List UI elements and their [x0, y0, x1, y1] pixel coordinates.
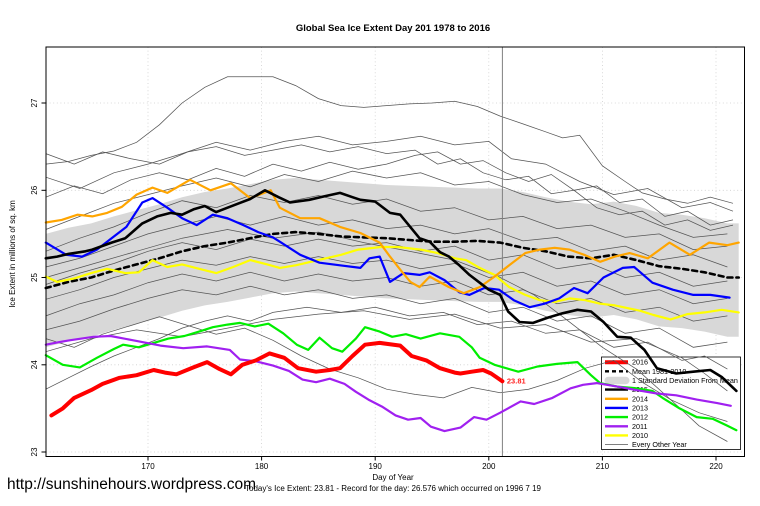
y-tick-label: 26: [30, 185, 39, 194]
y-tick-label: 27: [30, 98, 39, 107]
series-line-2011: [44, 334, 732, 433]
every-other-year-line: [45, 135, 734, 212]
x-tick-label: 210: [596, 462, 610, 471]
legend-item-label: 2016: [632, 358, 648, 367]
legend-item-label: 2012: [632, 413, 648, 422]
legend-item: 2012: [605, 413, 648, 422]
x-tick-label: 220: [709, 462, 723, 471]
legend-band-swatch: [604, 376, 630, 385]
x-tick-label: 200: [482, 462, 496, 471]
every-other-year-lines: [45, 76, 734, 442]
every-other-year-line: [45, 256, 728, 305]
y-tick-label: 23: [30, 447, 39, 456]
series-line-mean-1981-2010: [44, 230, 741, 290]
legend-item: 1 Standard Deviation From Mean: [604, 376, 738, 385]
every-other-year-line: [45, 170, 728, 238]
y-axis-label: Ice Extent in millions of sq. km: [8, 200, 17, 308]
legend-item: 2013: [605, 403, 648, 412]
every-other-year-line: [45, 151, 734, 226]
legend-item: 2010: [605, 431, 648, 440]
footer-url: http://sunshinehours.wordpress.com: [7, 476, 256, 493]
every-other-year-line: [45, 195, 728, 252]
std-dev-band: [45, 178, 739, 348]
std-dev-band-area: [45, 178, 739, 348]
x-tick-label: 190: [369, 462, 383, 471]
legend-item: Mean 1981-2010: [605, 367, 686, 376]
year-series-lines: [44, 178, 741, 433]
footer-caption: Today's Ice Extent: 23.81 - Record for t…: [245, 484, 541, 493]
series-line-2015: [44, 189, 738, 393]
legend-item: 2014: [605, 394, 648, 403]
series-line-2013: [44, 197, 731, 309]
chart-title: Global Sea Ice Extent Day 201 1978 to 20…: [296, 23, 490, 34]
x-tick-label: 180: [255, 462, 269, 471]
legend-item-label: 1 Standard Deviation From Mean: [632, 376, 738, 385]
every-other-year-line: [45, 216, 728, 268]
plot-frame: [45, 46, 745, 457]
legend-item-label: Mean 1981-2010: [632, 367, 686, 376]
series-line-2016: [49, 340, 505, 418]
legend-item-label: 2010: [632, 431, 648, 440]
every-other-year-line: [45, 144, 734, 231]
legend-item-label: 2011: [632, 422, 647, 431]
series-line-2010: [44, 245, 740, 321]
every-other-year-line: [45, 316, 728, 422]
every-other-year-line: [45, 76, 734, 204]
every-other-year-line: [45, 229, 728, 442]
every-other-year-line: [45, 285, 728, 348]
legend-item-label: Every Other Year: [632, 440, 687, 449]
series-line-2014: [44, 178, 740, 295]
y-tick-label: 25: [30, 273, 39, 282]
legend-item-label: 2014: [632, 394, 648, 403]
ice-extent-annotation: 23.81: [507, 376, 526, 385]
legend-item: 2011: [605, 422, 647, 431]
axis-ticks: 170 180 190 200 210 220 23 24 25 26 27: [30, 98, 723, 471]
every-other-year-line: [45, 271, 728, 322]
legend-item-label: 2013: [632, 403, 648, 412]
x-tick-label: 170: [141, 462, 155, 471]
y-tick-label: 24: [30, 360, 39, 369]
legend-item: Every Other Year: [605, 440, 687, 449]
every-other-year-line: [45, 310, 728, 392]
x-axis-label: Day of Year: [372, 473, 414, 482]
